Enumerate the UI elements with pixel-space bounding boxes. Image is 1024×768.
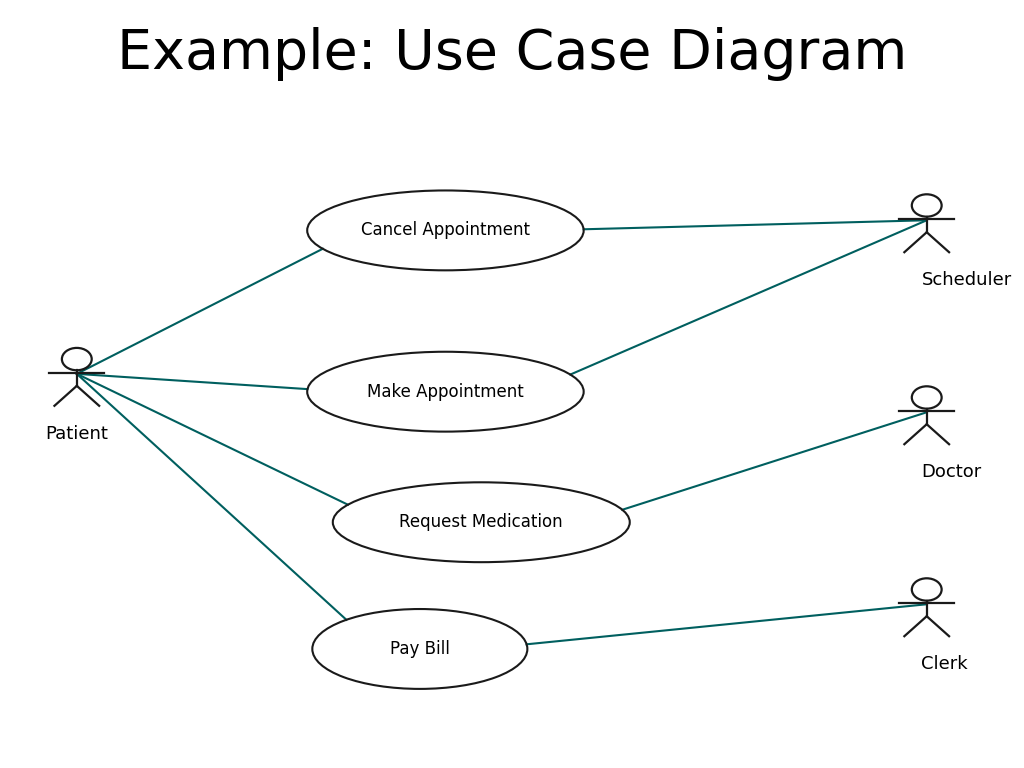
Text: Patient: Patient (45, 425, 109, 443)
Text: Doctor: Doctor (922, 463, 982, 482)
Text: Request Medication: Request Medication (399, 513, 563, 531)
Text: Cancel Appointment: Cancel Appointment (360, 221, 530, 240)
Text: Clerk: Clerk (922, 655, 968, 674)
Text: Pay Bill: Pay Bill (390, 640, 450, 658)
Text: Scheduler: Scheduler (922, 271, 1012, 290)
Text: Example: Use Case Diagram: Example: Use Case Diagram (117, 27, 907, 81)
Text: Make Appointment: Make Appointment (367, 382, 524, 401)
